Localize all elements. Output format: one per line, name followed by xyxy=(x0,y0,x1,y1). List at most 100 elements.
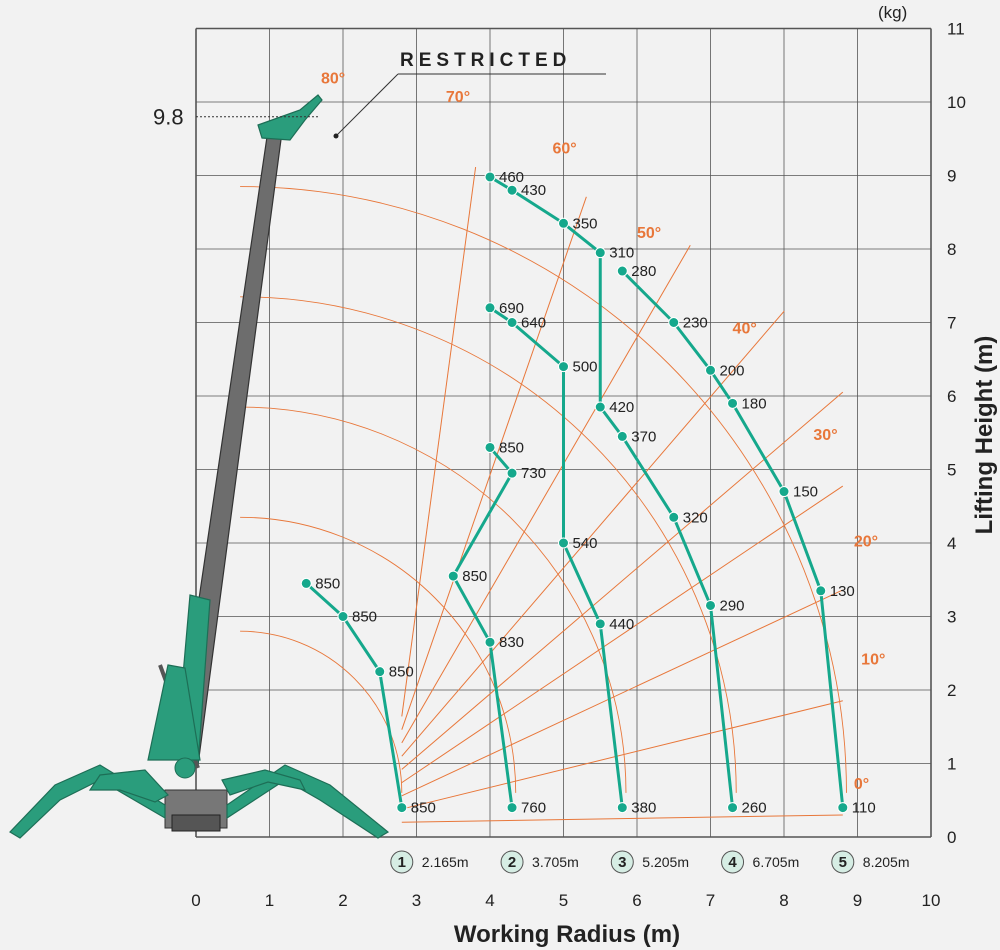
boom-angle-label: 40° xyxy=(733,321,757,338)
load-point xyxy=(705,599,716,611)
section-number: 1 xyxy=(398,854,406,871)
y-tick-label: 9 xyxy=(947,167,956,186)
crane-boom-head xyxy=(257,94,323,141)
crane-outrigger-right xyxy=(226,764,390,839)
boom-angle-label: 20° xyxy=(854,534,878,551)
load-point xyxy=(668,511,680,523)
y-tick-label: 2 xyxy=(947,681,956,700)
section-badge xyxy=(721,850,745,874)
load-point xyxy=(594,618,606,630)
load-value-label: 370 xyxy=(631,428,656,445)
x-tick-label: 7 xyxy=(706,891,715,910)
load-point xyxy=(668,317,680,328)
load-point xyxy=(815,585,827,597)
load-point xyxy=(616,265,628,277)
boom-angle-label: 50° xyxy=(637,225,661,242)
x-tick-label: 8 xyxy=(779,891,788,910)
section-badge xyxy=(610,850,634,874)
section-badge xyxy=(500,850,524,874)
x-tick-label: 6 xyxy=(632,891,641,910)
load-value-label: 850 xyxy=(389,664,414,681)
boom-angle-label: 80° xyxy=(321,71,345,88)
load-value-label: 540 xyxy=(573,535,598,552)
y-tick-label: 10 xyxy=(947,93,966,112)
section-legend: 1 2.165m 2 3.705m 3 5.205m 4 6.705m 5 8.205m xyxy=(390,850,910,874)
load-point xyxy=(837,802,849,814)
crane-outrigger-left-upper xyxy=(88,769,169,803)
load-point xyxy=(778,486,790,498)
section-number: 2 xyxy=(508,854,516,871)
restricted-label: RESTRICTED xyxy=(400,50,571,71)
load-point xyxy=(484,636,496,648)
load-value-label: 380 xyxy=(631,800,656,817)
section-radius: 6.705m xyxy=(753,854,800,870)
load-value-label: 230 xyxy=(683,315,708,332)
y-tick-label: 6 xyxy=(947,387,956,406)
y-axis-title: Lifting Height (m) xyxy=(971,336,998,535)
boom-angle-line xyxy=(401,196,587,730)
boom-angle-line xyxy=(401,391,844,770)
boom-radius-arc xyxy=(240,630,403,793)
y-tick-label: 0 xyxy=(947,828,956,847)
y-tick-label: 11 xyxy=(947,20,965,39)
boom-radius-arc xyxy=(240,296,737,793)
boom-angle-line xyxy=(401,485,844,784)
load-curve-1 xyxy=(305,582,404,808)
load-point xyxy=(484,171,496,183)
load-value-label: 830 xyxy=(499,634,524,651)
section-number: 4 xyxy=(728,854,737,871)
load-value-label: 760 xyxy=(521,800,546,817)
boom-angle-line xyxy=(401,167,477,717)
load-value-label: 130 xyxy=(830,583,855,600)
load-point xyxy=(484,302,496,314)
load-point xyxy=(727,802,739,814)
load-value-label: 690 xyxy=(499,300,524,317)
x-tick-label: 0 xyxy=(191,891,200,910)
section-radius: 3.705m xyxy=(532,854,579,870)
x-tick-label: 9 xyxy=(853,891,862,910)
load-value-label: 260 xyxy=(742,800,767,817)
grid xyxy=(195,27,932,838)
load-value-label: 280 xyxy=(631,263,656,280)
load-value-label: 500 xyxy=(573,359,598,376)
load-value-label: 320 xyxy=(683,509,708,526)
boom-angle-label: 0° xyxy=(854,776,869,793)
load-curves: 850 850 850 850 760 830 850 730 850 380 440 540 500 6… xyxy=(300,169,876,817)
crane-illustration xyxy=(9,94,390,839)
section-badge xyxy=(831,850,855,874)
load-value-label: 430 xyxy=(521,182,546,199)
load-value-label: 440 xyxy=(609,616,634,633)
boom-angle-line xyxy=(401,700,843,810)
load-point xyxy=(396,802,408,814)
load-value-label: 350 xyxy=(573,215,598,232)
y-tick-label: 4 xyxy=(947,534,956,553)
boom-angle-label: 60° xyxy=(552,140,576,157)
section-radius: 8.205m xyxy=(863,854,910,870)
y-tick-label: 5 xyxy=(947,461,956,480)
load-value-label: 200 xyxy=(720,362,745,379)
section-number: 3 xyxy=(618,854,626,871)
load-value-label: 110 xyxy=(852,800,876,817)
crane-slewing-gear xyxy=(174,757,196,779)
load-point xyxy=(558,537,569,549)
boom-angle-label: 10° xyxy=(861,651,885,668)
load-value-label: 310 xyxy=(609,245,634,262)
load-value-label: 290 xyxy=(720,597,745,614)
load-value-label: 640 xyxy=(521,315,546,332)
section-badge xyxy=(390,850,414,874)
load-point xyxy=(374,666,386,678)
boom-angle-label: 30° xyxy=(813,427,837,444)
x-tick-label: 1 xyxy=(265,891,274,910)
restricted-leader xyxy=(335,73,399,137)
x-tick-label: 2 xyxy=(338,891,347,910)
unit-label: (kg) xyxy=(878,3,907,22)
boom-angle-line xyxy=(401,814,843,823)
load-point xyxy=(594,247,606,259)
crane-tracks xyxy=(171,814,221,832)
x-tick-label: 4 xyxy=(485,891,494,910)
load-value-label: 850 xyxy=(315,575,340,592)
y-tick-label: 7 xyxy=(947,314,956,333)
load-point xyxy=(594,401,606,413)
x-axis-title: Working Radius (m) xyxy=(454,921,680,948)
